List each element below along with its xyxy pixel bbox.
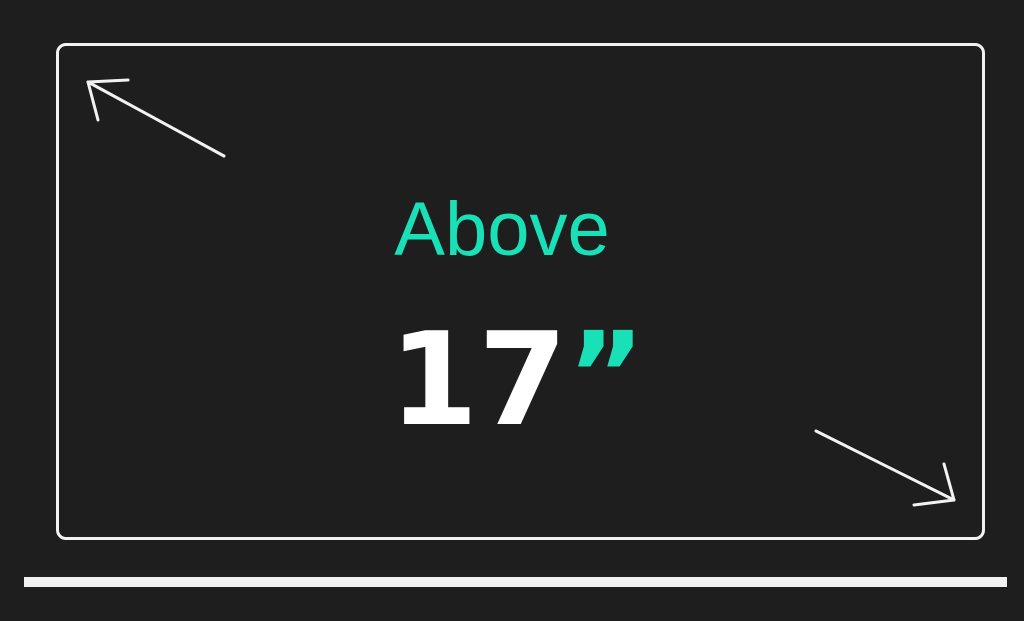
screen-outline: [56, 43, 985, 540]
size-number: 17: [389, 306, 568, 455]
arrow-up-left-icon: [86, 78, 226, 158]
above-label: Above: [394, 187, 610, 272]
screen-size-value: 17”: [0, 306, 1024, 458]
laptop-base-line: [24, 577, 1007, 587]
inch-mark: ”: [567, 306, 645, 444]
arrow-down-right-icon: [814, 429, 956, 507]
